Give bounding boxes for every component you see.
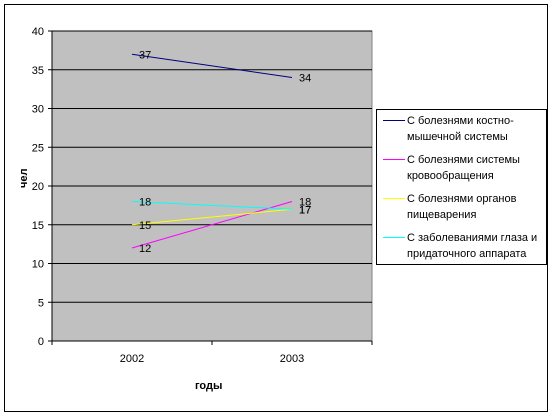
series-lines [131, 53, 293, 249]
legend-item: С заболеваниями глаза и придаточного апп… [377, 229, 547, 265]
series-line [131, 53, 293, 78]
legend-swatch [383, 198, 405, 199]
series-line [131, 208, 293, 226]
legend-label: С болезнями костно-мышечной системы [407, 115, 514, 143]
legend-label: С болезнями органов пищеварения [407, 193, 517, 221]
data-label: 15 [139, 220, 151, 232]
y-tick-label: 35 [32, 65, 44, 77]
y-tick-label: 25 [32, 142, 44, 154]
x-tick-label: 2003 [280, 353, 304, 365]
y-axis-title: чел [18, 168, 30, 189]
data-label: 12 [139, 243, 151, 255]
x-axis-title: годы [195, 380, 223, 392]
y-tick-label: 30 [32, 104, 44, 116]
x-tick-label: 2002 [120, 353, 144, 365]
legend-label: С заболеваниями глаза и придаточного апп… [407, 232, 538, 260]
axes: 0 5 10 15 20 25 30 35 40 2002 2003 [32, 26, 373, 365]
legend-item: С болезнями органов пищеварения [377, 190, 547, 226]
legend-swatch [383, 120, 405, 121]
series-line [131, 201, 293, 210]
legend: С болезнями костно-мышечной системы С бо… [376, 109, 547, 265]
data-label: 34 [299, 73, 311, 85]
legend-item: С болезнями системы кровообращения [377, 151, 547, 187]
legend-swatch [383, 159, 405, 160]
y-tick-label: 0 [38, 336, 44, 348]
y-tick-label: 10 [32, 259, 44, 271]
legend-item: С болезнями костно-мышечной системы [377, 112, 547, 148]
y-tick-label: 40 [32, 26, 44, 38]
legend-swatch [383, 237, 405, 238]
plot-area [51, 30, 373, 342]
y-tick-label: 5 [38, 297, 44, 309]
y-tick-label: 15 [32, 220, 44, 232]
data-label: 18 [299, 197, 311, 209]
data-label: 37 [139, 49, 151, 61]
data-label: 17 [299, 204, 311, 216]
data-label: 17 [299, 204, 311, 216]
y-tick-label: 20 [32, 181, 44, 193]
series-line [131, 201, 293, 249]
legend-label: С болезнями системы кровообращения [407, 154, 520, 182]
data-label: 18 [139, 197, 151, 209]
